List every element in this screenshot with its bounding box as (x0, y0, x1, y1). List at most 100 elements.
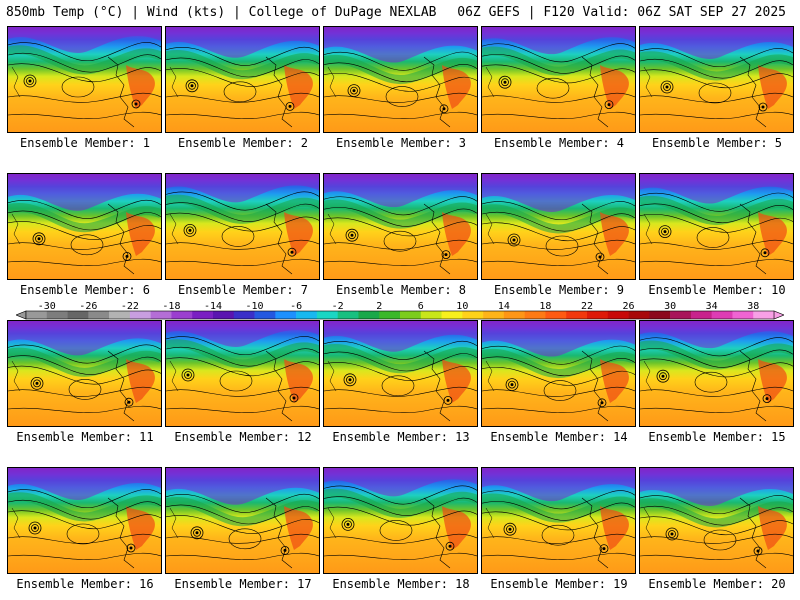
ensemble-member-map[interactable] (323, 173, 478, 280)
ensemble-member-label: Ensemble Member: 15 (648, 430, 786, 444)
temperature-map (8, 27, 161, 132)
temperature-map (166, 468, 319, 573)
temperature-map (324, 468, 477, 573)
ensemble-member-label: Ensemble Member: 2 (177, 136, 309, 150)
colorbar-swatch (233, 311, 255, 319)
temperature-map (8, 321, 161, 426)
ensemble-member-map[interactable] (639, 26, 794, 133)
colorbar-tick-label: -18 (162, 301, 180, 312)
ensemble-member-map[interactable] (7, 173, 162, 280)
colorbar-tick-label: -2 (332, 301, 344, 312)
ensemble-member-label: Ensemble Member: 18 (332, 577, 470, 591)
ensemble-member-map[interactable] (639, 467, 794, 574)
colorbar-tick-label: -6 (290, 301, 302, 312)
ensemble-member-map[interactable] (481, 173, 636, 280)
colorbar-swatch (275, 311, 297, 319)
temperature-map (640, 321, 793, 426)
ensemble-member-label: Ensemble Member: 20 (648, 577, 786, 591)
temperature-map (8, 174, 161, 279)
ensemble-member-map[interactable] (7, 320, 162, 427)
colorbar-swatch (379, 311, 401, 319)
colorbar-tick-label: 26 (623, 301, 635, 312)
ensemble-member-label: Ensemble Member: 19 (490, 577, 628, 591)
temperature-map (166, 27, 319, 132)
colorbar-tick-label: 38 (747, 301, 759, 312)
colorbar-swatch (150, 311, 172, 319)
temperature-map (166, 174, 319, 279)
colorbar-tick-label: 34 (706, 301, 718, 312)
temperature-map (8, 468, 161, 573)
colorbar-swatch (129, 311, 151, 319)
colorbar-swatch (545, 311, 567, 319)
ensemble-member-map[interactable] (323, 320, 478, 427)
ensemble-member-map[interactable] (481, 467, 636, 574)
ensemble-member-label: Ensemble Member: 9 (493, 283, 625, 297)
colorbar-swatch (503, 311, 525, 319)
colorbar-swatch (213, 311, 235, 319)
ensemble-member-map[interactable] (481, 320, 636, 427)
colorbar-swatch (649, 311, 671, 319)
ensemble-member-label: Ensemble Member: 6 (19, 283, 151, 297)
temperature-colorbar: -30 -26 -22 -18 -14 -10 -6 -2 2 6 10 14 18 22 26 30 34 38… (16, 301, 784, 320)
ensemble-member-label: Ensemble Member: 4 (493, 136, 625, 150)
ensemble-member-label: Ensemble Member: 10 (648, 283, 786, 297)
colorbar-swatch (607, 311, 629, 319)
ensemble-member-label: Ensemble Member: 7 (177, 283, 309, 297)
colorbar-swatch (316, 311, 338, 319)
temperature-map (482, 321, 635, 426)
ensemble-member-map[interactable] (481, 26, 636, 133)
colorbar-frame (25, 310, 775, 320)
ensemble-member-map[interactable] (7, 467, 162, 574)
colorbar-swatch (296, 311, 318, 319)
ensemble-member-map[interactable] (323, 26, 478, 133)
ensemble-member-map[interactable] (165, 26, 320, 133)
ensemble-member-map[interactable] (165, 467, 320, 574)
ensemble-member-map[interactable] (7, 26, 162, 133)
temperature-map (482, 468, 635, 573)
colorbar-swatch (192, 311, 214, 319)
colorbar-swatch (420, 311, 442, 319)
colorbar-swatch (670, 311, 692, 319)
ensemble-member-map[interactable] (165, 173, 320, 280)
colorbar-tick-label: 10 (456, 301, 468, 312)
colorbar-swatch (628, 311, 650, 319)
ensemble-member-map[interactable] (639, 173, 794, 280)
ensemble-member-label: Ensemble Member: 5 (651, 136, 783, 150)
colorbar-swatch (524, 311, 546, 319)
colorbar-tick-label: 2 (376, 301, 382, 312)
ensemble-member-label: Ensemble Member: 3 (335, 136, 467, 150)
temperature-map (640, 27, 793, 132)
colorbar-swatch (67, 311, 89, 319)
ensemble-member-label: Ensemble Member: 16 (16, 577, 154, 591)
ensemble-member-label: Ensemble Member: 1 (19, 136, 151, 150)
ensemble-member-label: Ensemble Member: 8 (335, 283, 467, 297)
ensemble-member-map[interactable] (639, 320, 794, 427)
ensemble-member-label: Ensemble Member: 13 (332, 430, 470, 444)
ensemble-member-map[interactable] (323, 467, 478, 574)
ensemble-member-map[interactable] (165, 320, 320, 427)
temperature-map (166, 321, 319, 426)
colorbar-swatch (337, 311, 359, 319)
temperature-map (640, 174, 793, 279)
ensemble-member-label: Ensemble Member: 14 (490, 430, 628, 444)
colorbar-tick-label: -14 (204, 301, 222, 312)
colorbar-swatch (566, 311, 588, 319)
colorbar-max-arrow (773, 310, 784, 320)
colorbar-swatch (441, 311, 463, 319)
colorbar-swatch (690, 311, 712, 319)
colorbar-min-arrow (16, 310, 27, 320)
colorbar-swatch (46, 311, 68, 319)
colorbar-tick-label: -30 (38, 301, 56, 312)
colorbar-tick-label: 18 (539, 301, 551, 312)
ensemble-member-label: Ensemble Member: 17 (174, 577, 312, 591)
colorbar-swatch (732, 311, 754, 319)
colorbar-swatch (753, 311, 775, 319)
colorbar-swatch (462, 311, 484, 319)
colorbar-tick-label: -10 (246, 301, 264, 312)
temperature-map (640, 468, 793, 573)
colorbar-swatch (171, 311, 193, 319)
temperature-map (482, 174, 635, 279)
temperature-map (324, 321, 477, 426)
model-run-info: 06Z GEFS | F120 Valid: 06Z SAT SEP 27 20… (457, 5, 786, 20)
ensemble-member-label: Ensemble Member: 12 (174, 430, 312, 444)
